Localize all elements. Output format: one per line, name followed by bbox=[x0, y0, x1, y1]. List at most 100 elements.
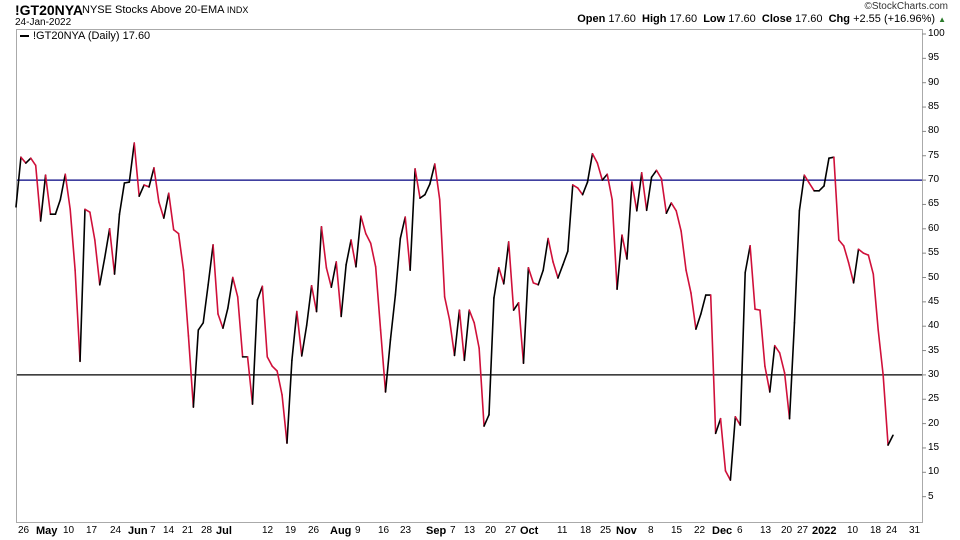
series-segment bbox=[567, 184, 574, 253]
x-tick-label: 15 bbox=[671, 525, 683, 536]
series-segment bbox=[438, 198, 446, 298]
high-value: 17.60 bbox=[669, 13, 698, 25]
x-tick-label: Nov bbox=[616, 525, 637, 537]
x-tick-label: 7 bbox=[150, 525, 156, 536]
series-segment bbox=[665, 202, 673, 215]
series-segment bbox=[84, 208, 91, 214]
series-segment bbox=[286, 359, 293, 444]
series-segment bbox=[167, 192, 175, 231]
series-segment bbox=[818, 185, 825, 192]
low-value: 17.60 bbox=[728, 13, 756, 25]
series-segment bbox=[571, 184, 579, 189]
series-segment bbox=[793, 209, 801, 324]
series-segment bbox=[320, 226, 328, 269]
series-segment bbox=[478, 347, 485, 427]
y-tick-label: 55 bbox=[928, 247, 940, 259]
series-segment bbox=[409, 168, 416, 271]
y-tick-label: 70 bbox=[928, 174, 940, 186]
series-segment bbox=[833, 156, 840, 241]
series-segment bbox=[719, 417, 727, 472]
series-segment bbox=[557, 264, 564, 279]
y-tick-label: 25 bbox=[928, 393, 940, 405]
y-tick-label: 75 bbox=[928, 149, 940, 161]
series-segment bbox=[576, 187, 584, 196]
series-segment bbox=[330, 261, 338, 289]
x-tick-label: 26 bbox=[308, 525, 320, 536]
series-segment bbox=[15, 156, 22, 208]
x-tick-label: 12 bbox=[262, 525, 274, 536]
series-segment bbox=[261, 285, 269, 358]
x-tick-label: 10 bbox=[63, 525, 75, 536]
series-segment bbox=[389, 294, 397, 341]
plot-frame bbox=[16, 29, 923, 523]
series-segment bbox=[838, 239, 845, 247]
y-tick-label: 60 bbox=[928, 222, 940, 234]
series-segment bbox=[685, 269, 692, 294]
x-tick-label: 8 bbox=[648, 525, 654, 536]
series-segment bbox=[867, 254, 875, 275]
series-segment bbox=[852, 248, 860, 284]
series-segment bbox=[448, 319, 456, 357]
series-segment bbox=[25, 157, 32, 164]
x-tick-label: 2022 bbox=[812, 525, 837, 537]
x-tick-label: Jun bbox=[128, 525, 148, 537]
series-segment bbox=[586, 153, 594, 183]
series-segment bbox=[857, 248, 865, 254]
series-segment bbox=[645, 176, 653, 212]
series-segment bbox=[611, 198, 618, 290]
series-segment bbox=[729, 415, 737, 481]
series-segment bbox=[493, 266, 500, 299]
series-segment bbox=[872, 273, 880, 331]
series-segment bbox=[29, 157, 37, 167]
series-segment bbox=[828, 156, 835, 159]
y-tick-label: 90 bbox=[928, 76, 940, 88]
series-segment bbox=[246, 356, 254, 405]
x-tick-label: 18 bbox=[870, 525, 882, 536]
series-segment bbox=[163, 192, 170, 219]
series-segment bbox=[562, 250, 569, 266]
series-segment bbox=[251, 299, 259, 405]
series-segment bbox=[300, 324, 308, 357]
series-segment bbox=[773, 344, 781, 354]
series-segment bbox=[591, 153, 599, 164]
series-segment bbox=[522, 266, 530, 365]
x-tick-label: 21 bbox=[182, 525, 194, 536]
series-segment bbox=[754, 308, 761, 311]
series-segment bbox=[202, 284, 209, 324]
y-tick-label: 15 bbox=[928, 441, 940, 453]
series-segment bbox=[690, 292, 697, 330]
series-segment bbox=[675, 209, 682, 233]
series-segment bbox=[305, 284, 313, 327]
series-segment bbox=[414, 168, 421, 199]
series-segment bbox=[709, 294, 717, 435]
series-segment bbox=[764, 365, 771, 393]
series-segment bbox=[197, 321, 205, 331]
series-segment bbox=[291, 310, 298, 362]
description-text: NYSE Stocks Above 20-EMA bbox=[82, 4, 224, 16]
series-segment bbox=[877, 329, 884, 376]
series-segment bbox=[39, 174, 47, 222]
series-segment bbox=[724, 470, 732, 481]
series-segment bbox=[360, 215, 367, 235]
series-segment bbox=[882, 374, 889, 446]
legend: !GT20NYA (Daily) 17.60 bbox=[20, 30, 150, 42]
series-segment bbox=[739, 271, 746, 426]
series-segment bbox=[458, 309, 466, 362]
open-label: Open bbox=[577, 13, 606, 25]
x-tick-label: 9 bbox=[355, 525, 361, 536]
series-segment bbox=[887, 434, 894, 446]
series-segment bbox=[788, 321, 796, 420]
series-segment bbox=[601, 173, 609, 181]
series-segment bbox=[759, 309, 766, 367]
series-segment bbox=[89, 211, 96, 241]
series-segment bbox=[695, 313, 702, 330]
series-segment bbox=[379, 329, 387, 393]
close-value: 17.60 bbox=[794, 13, 823, 25]
series-segment bbox=[453, 309, 461, 357]
series-segment bbox=[94, 239, 101, 286]
series-segment bbox=[345, 239, 352, 266]
series-segment bbox=[631, 181, 638, 212]
open-value: 17.60 bbox=[608, 13, 636, 25]
series-segment bbox=[542, 237, 549, 271]
x-tick-label: 13 bbox=[464, 525, 476, 536]
